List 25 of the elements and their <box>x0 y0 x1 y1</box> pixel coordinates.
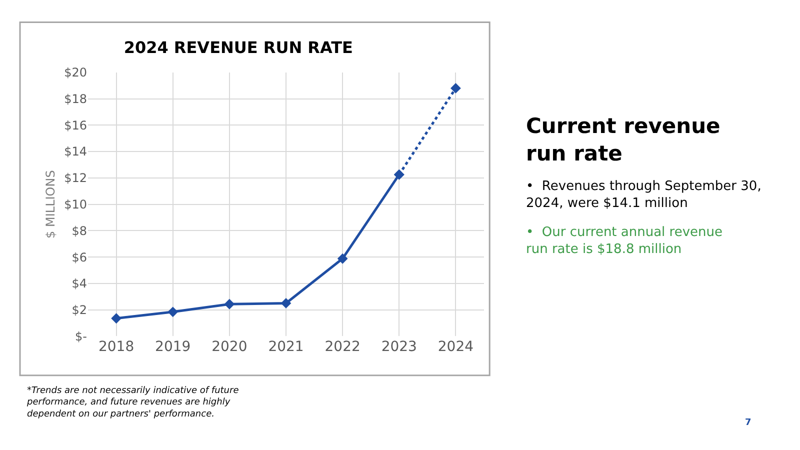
y-tick-label: $12 <box>64 171 87 186</box>
text: *Trends are not necessarily indicative of future performance, and future revenues are highly dependent on our partners' performance. <box>26 386 240 420</box>
y-axis-title: $ MILLIONS <box>43 170 58 238</box>
text: 7 <box>745 418 752 428</box>
text: Current revenue run rate <box>526 114 720 166</box>
y-tick-label: $2 <box>72 303 87 317</box>
y-tick-label: $16 <box>64 118 87 132</box>
x-tick-label: 2020 <box>212 339 248 356</box>
y-tick-label: $8 <box>72 224 87 238</box>
text: • Revenues through September 30, 2024, were $14.1 million <box>526 179 762 211</box>
text: • Our current annual revenue run rate is $18.8 million <box>526 225 723 257</box>
x-tick-label: 2021 <box>268 339 304 356</box>
x-tick-label: 2018 <box>98 339 134 356</box>
x-tick-label: 2022 <box>324 339 360 356</box>
y-tick-label: $20 <box>64 66 87 80</box>
y-tick-label: $- <box>75 329 87 344</box>
y-tick-label: $4 <box>72 276 87 291</box>
y-tick-label: $14 <box>64 144 87 159</box>
y-tick-label: $6 <box>72 250 87 264</box>
x-tick-label: 2023 <box>381 339 417 356</box>
y-tick-label: $10 <box>64 197 87 212</box>
x-tick-label: 2019 <box>155 339 191 356</box>
chart-title: 2024 REVENUE RUN RATE <box>124 38 353 57</box>
y-tick-label: $18 <box>64 92 87 106</box>
x-tick-label: 2024 <box>438 339 474 356</box>
